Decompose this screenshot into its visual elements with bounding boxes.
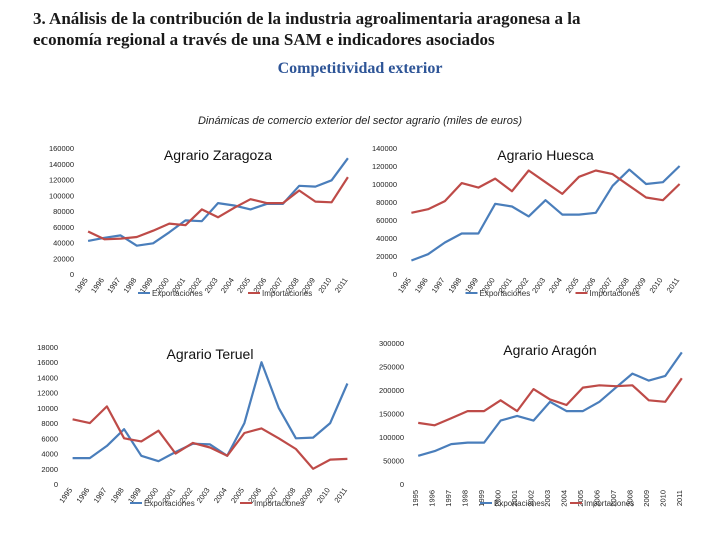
x-tick-label: 1999: [477, 490, 486, 507]
page-title-line-1: 3. Análisis de la contribución de la ind…: [33, 9, 581, 28]
y-tick-label: 20000: [376, 252, 397, 261]
charts-caption: Dinámicas de comercio exterior del secto…: [197, 115, 522, 127]
y-tick-label: 60000: [53, 223, 74, 232]
legend-exportaciones: Exportaciones: [152, 289, 203, 298]
x-tick-label: 2003: [543, 490, 552, 507]
y-tick-label: 2000: [41, 465, 58, 474]
x-tick-label: 2009: [642, 490, 651, 507]
series-line-importaciones: [72, 405, 348, 470]
y-tick-label: 120000: [49, 176, 74, 185]
section-subtitle: Competitividad exterior: [277, 60, 443, 77]
legend-importaciones: Importaciones: [254, 499, 304, 508]
y-tick-label: 120000: [372, 162, 397, 171]
y-tick-label: 8000: [41, 419, 58, 428]
series-line-importaciones: [87, 176, 349, 241]
x-tick-label: 1997: [444, 490, 453, 507]
y-tick-label: 140000: [49, 160, 74, 169]
y-tick-label: 300000: [379, 339, 404, 348]
y-tick-label: 20000: [53, 254, 74, 263]
y-tick-label: 0: [54, 480, 58, 489]
y-tick-label: 100000: [49, 191, 74, 200]
y-tick-label: 6000: [41, 434, 58, 443]
x-tick-label: 1996: [428, 490, 437, 507]
y-tick-label: 140000: [372, 144, 397, 153]
y-tick-label: 80000: [376, 198, 397, 207]
chart-title: Agrario Aragón: [503, 342, 596, 358]
x-tick-label: 1995: [411, 490, 420, 507]
x-tick-label: 2006: [592, 490, 601, 507]
series-line-importaciones: [418, 377, 683, 427]
y-tick-label: 40000: [53, 239, 74, 248]
y-tick-label: 0: [393, 270, 397, 279]
x-tick-label: 2008: [625, 490, 634, 507]
y-tick-label: 100000: [379, 433, 404, 442]
chart-title: Agrario Teruel: [167, 346, 254, 362]
x-tick-label: 1998: [461, 490, 470, 507]
y-tick-label: 10000: [37, 404, 58, 413]
y-tick-label: 40000: [376, 234, 397, 243]
y-tick-label: 0: [400, 480, 404, 489]
page-title: 3. Análisis de la contribución de la ind…: [33, 8, 693, 50]
x-tick-label: 2000: [494, 490, 503, 507]
chart-title: Agrario Huesca: [497, 147, 594, 163]
series-line-exportaciones: [417, 351, 683, 457]
page-title-line-2: economía regional a través de una SAM e …: [33, 30, 495, 49]
y-tick-label: 150000: [379, 410, 404, 419]
chart-title: Agrario Zaragoza: [164, 147, 272, 163]
series-line-exportaciones: [72, 361, 349, 463]
y-tick-label: 100000: [372, 180, 397, 189]
legend-exportaciones: Exportaciones: [480, 289, 531, 298]
y-tick-label: 16000: [37, 358, 58, 367]
y-tick-label: 80000: [53, 207, 74, 216]
x-tick-label: 2005: [576, 490, 585, 507]
legend-exportaciones: Exportaciones: [494, 499, 545, 508]
y-tick-label: 50000: [383, 457, 404, 466]
y-tick-label: 200000: [379, 386, 404, 395]
x-tick-label: 2001: [510, 490, 519, 507]
series-line-exportaciones: [87, 157, 349, 247]
series-line-exportaciones: [411, 165, 681, 262]
y-tick-label: 0: [70, 270, 74, 279]
legend-exportaciones: Exportaciones: [144, 499, 195, 508]
y-tick-label: 18000: [37, 343, 58, 352]
y-tick-label: 12000: [37, 389, 58, 398]
legend-importaciones: Importaciones: [584, 499, 634, 508]
x-tick-label: 2011: [675, 490, 684, 506]
y-tick-label: 14000: [37, 373, 58, 382]
x-tick-label: 2002: [527, 490, 536, 507]
x-tick-label: 2007: [609, 490, 618, 507]
y-tick-label: 60000: [376, 216, 397, 225]
y-tick-label: 4000: [41, 450, 58, 459]
x-tick-label: 2004: [559, 490, 568, 507]
y-tick-label: 250000: [379, 363, 404, 372]
legend-importaciones: Importaciones: [262, 289, 312, 298]
y-tick-label: 160000: [49, 144, 74, 153]
legend-importaciones: Importaciones: [590, 289, 640, 298]
x-tick-label: 2010: [658, 490, 667, 507]
series-line-importaciones: [411, 169, 681, 214]
